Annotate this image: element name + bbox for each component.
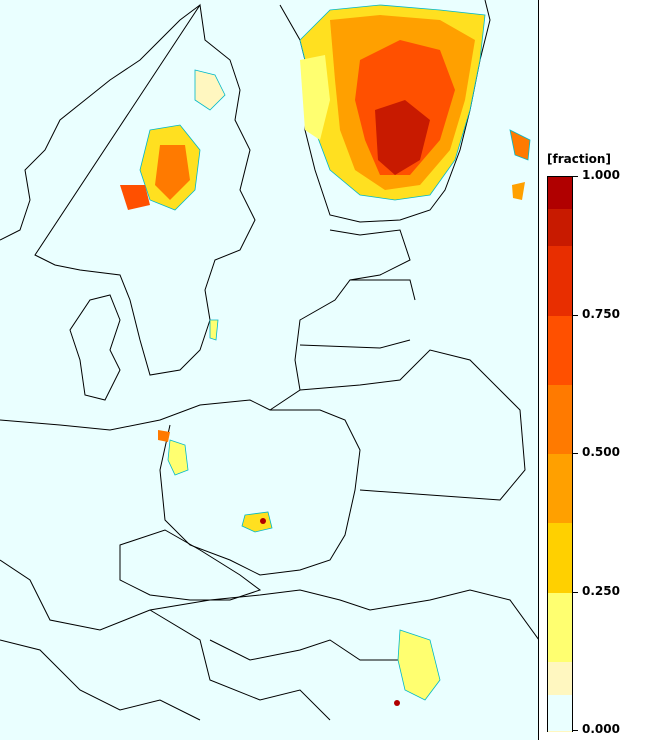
legend-tick-label: 0.000 <box>582 722 620 736</box>
legend-tick-mark <box>573 453 578 454</box>
colorbar <box>547 176 573 732</box>
map-panel <box>0 0 539 740</box>
legend-tick-mark <box>573 591 578 593</box>
colorbar-swatch <box>548 592 572 663</box>
baltic-coastline <box>269 229 411 411</box>
legend-unit-label: [fraction] <box>547 152 611 166</box>
legend-panel: [fraction] 1.000 0.750 0.500 0.250 0.000 <box>539 0 669 740</box>
baltic-borders <box>299 279 526 501</box>
legend-tick-label: 0.750 <box>582 306 620 321</box>
czech-border <box>119 529 262 601</box>
colorbar-swatch <box>548 523 572 593</box>
fraction-map <box>0 0 538 721</box>
legend-tick-mark <box>573 176 578 177</box>
southern-borders <box>0 559 538 721</box>
colorbar-swatch <box>548 454 572 524</box>
legend-tick-label: 1.000 <box>582 168 620 182</box>
fraction-patches <box>120 4 531 706</box>
colorbar-swatch <box>548 384 572 455</box>
colorbar-swatch <box>548 315 572 386</box>
denmark-coastline <box>69 294 121 401</box>
central-europe-borders <box>0 399 361 576</box>
legend-tick-mark <box>573 730 578 731</box>
legend-tick-label: 0.500 <box>582 445 620 459</box>
colorbar-swatch <box>548 695 572 731</box>
colorbar-swatch <box>548 177 572 209</box>
colorbar-swatch <box>548 246 572 316</box>
legend-tick-label: 0.250 <box>582 583 620 598</box>
scandinavia-coastline <box>0 3 256 376</box>
legend-tick-mark <box>573 314 578 316</box>
